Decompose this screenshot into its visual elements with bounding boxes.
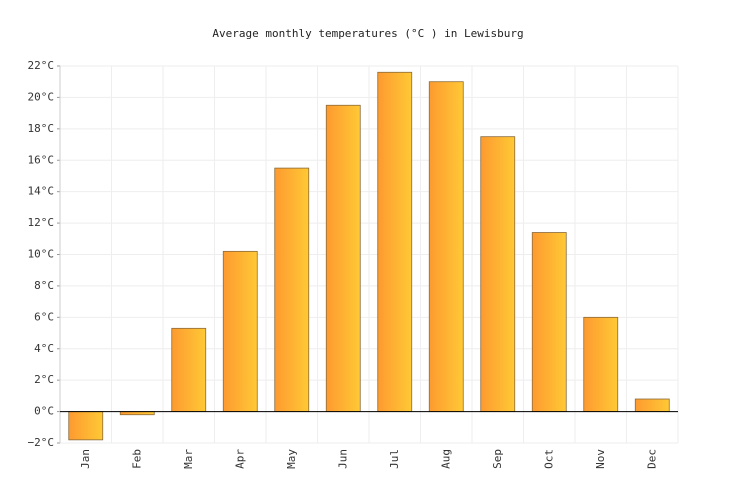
x-tick-label: Sep: [491, 449, 504, 469]
x-tick-label: Apr: [233, 449, 246, 469]
y-tick-label: 20°C: [28, 90, 55, 103]
bar: [171, 327, 207, 412]
bar: [634, 398, 670, 412]
chart-title: Average monthly temperatures (°C ) in Le…: [212, 27, 523, 40]
bar: [531, 232, 567, 412]
x-tick-label: Feb: [130, 449, 143, 469]
x-tick-label: Jul: [388, 449, 401, 469]
x-tick-label: Mar: [182, 449, 195, 469]
y-tick-label: 12°C: [28, 216, 55, 229]
x-tick-label: Dec: [645, 449, 658, 469]
bar: [325, 104, 361, 412]
y-tick-label: 22°C: [28, 59, 55, 72]
y-tick-label: 6°C: [34, 310, 54, 323]
y-tick-label: 14°C: [28, 185, 55, 198]
bar: [222, 250, 258, 412]
bar: [428, 81, 464, 412]
bar: [68, 411, 104, 441]
x-tick-label: Jan: [79, 449, 92, 469]
bar: [480, 136, 516, 412]
y-tick-label: 0°C: [34, 405, 54, 418]
y-tick-label: −2°C: [28, 436, 55, 449]
y-tick-label: 4°C: [34, 342, 54, 355]
x-tick-label: May: [285, 449, 298, 469]
y-tick-label: 18°C: [28, 122, 55, 135]
y-tick-label: 16°C: [28, 153, 55, 166]
y-tick-label: 8°C: [34, 279, 54, 292]
bar: [583, 316, 619, 412]
bar: [274, 167, 310, 412]
y-tick-label: 2°C: [34, 373, 54, 386]
x-tick-label: Jun: [336, 449, 349, 469]
x-tick-label: Nov: [594, 449, 607, 469]
x-tick-label: Aug: [439, 449, 452, 469]
y-tick-label: 10°C: [28, 248, 55, 261]
bar: [377, 71, 413, 412]
x-tick-label: Oct: [542, 449, 555, 469]
